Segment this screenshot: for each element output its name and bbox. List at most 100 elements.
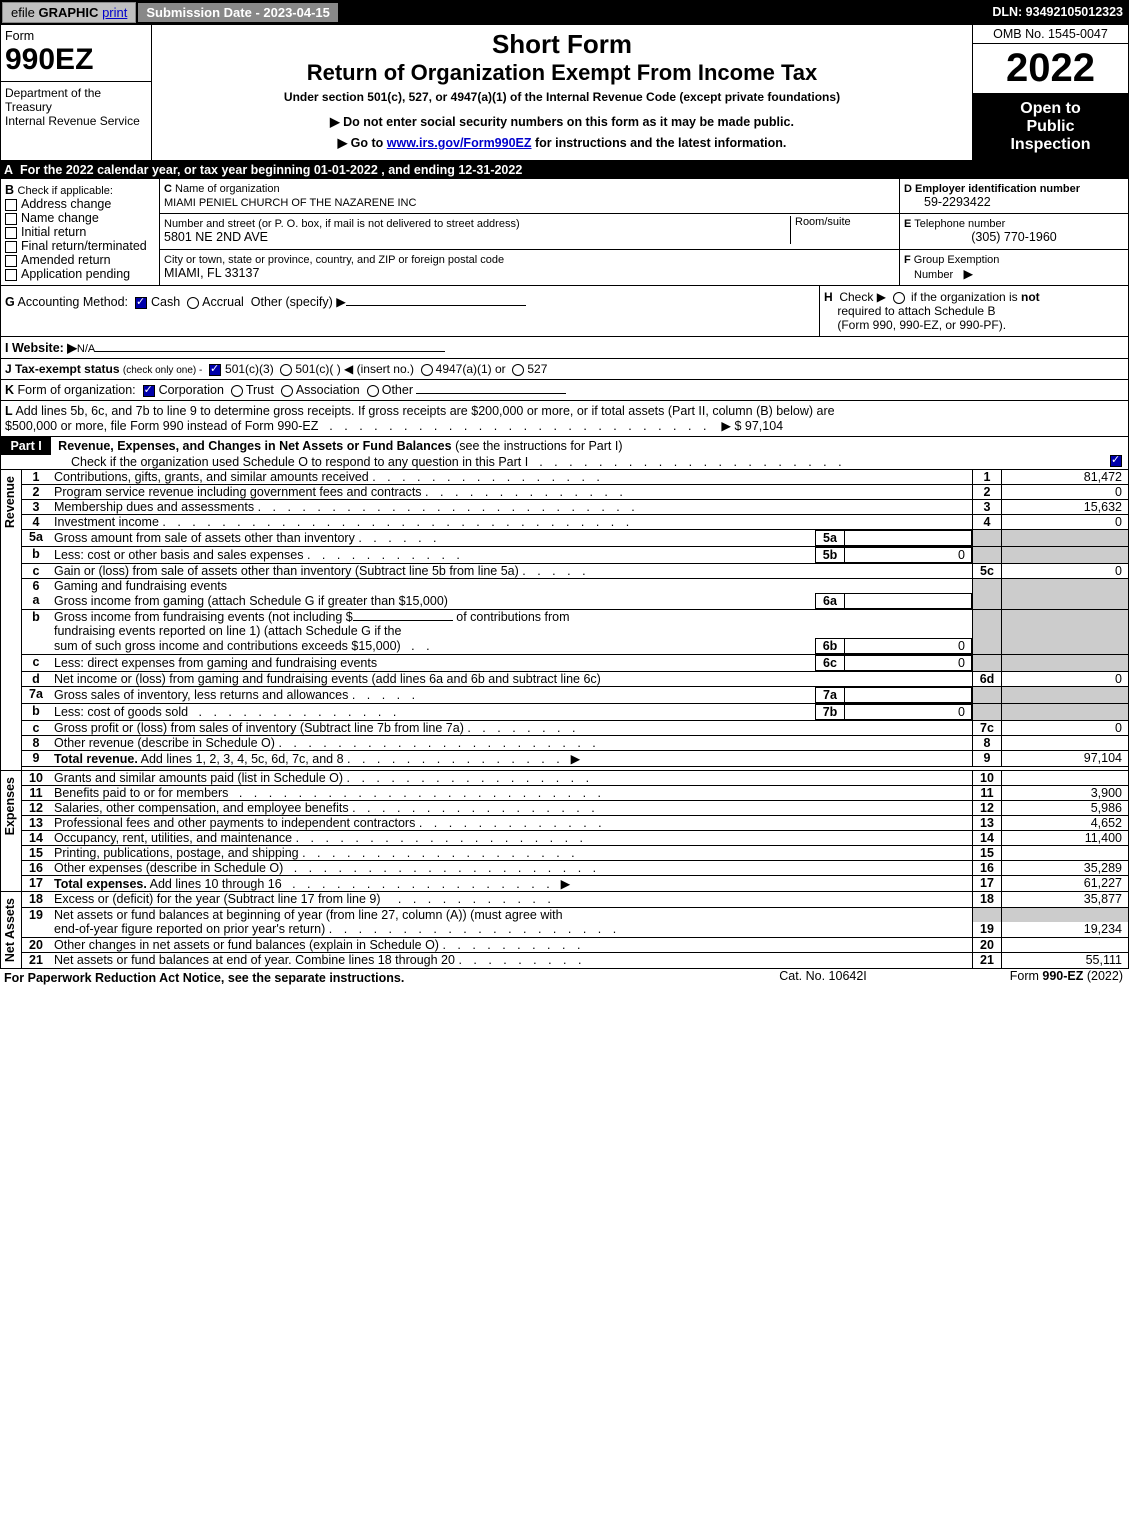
other-check[interactable]: [367, 385, 379, 397]
527: 527: [527, 362, 547, 376]
l13-rn: 13: [973, 816, 1002, 831]
l5c-num: c: [22, 564, 51, 579]
l11-rn: 11: [973, 786, 1002, 801]
cash: Cash: [151, 295, 180, 309]
l7a-num: 7a: [22, 687, 51, 704]
cash-check[interactable]: [135, 297, 147, 309]
l17-num: 17: [22, 876, 51, 892]
4947-check[interactable]: [421, 364, 433, 376]
other-specify: Other (specify) ▶: [251, 295, 346, 309]
l11-num: 11: [22, 786, 51, 801]
l16-num: 16: [22, 861, 51, 876]
section-g-label: Accounting Method:: [18, 295, 129, 309]
inspection: Inspection: [1010, 136, 1090, 153]
l5a-sub: 5a: [816, 531, 845, 546]
corp-check[interactable]: [143, 385, 155, 397]
subtitle: Under section 501(c), 527, or 4947(a)(1)…: [156, 90, 968, 104]
h-text4: (Form 990, 990-EZ, or 990-PF).: [837, 318, 1006, 332]
l5a-num: 5a: [22, 530, 51, 547]
scho-check[interactable]: [1110, 455, 1122, 467]
final-check[interactable]: [5, 241, 17, 253]
l2-rn: 2: [973, 485, 1002, 500]
topbar: efile GRAPHIC print Submission Date - 20…: [0, 0, 1129, 24]
l4-amt: 0: [1002, 515, 1129, 530]
l9-desc2: Add lines 1, 2, 3, 4, 5c, 6d, 7c, and 8: [138, 752, 344, 766]
tax-year: 2022: [973, 44, 1128, 94]
section-b: B Check if applicable: Address change Na…: [1, 179, 160, 286]
l6b-d3: fundraising events reported on line 1) (…: [54, 624, 401, 638]
print-link[interactable]: print: [102, 5, 127, 20]
section-b-label: Check if applicable:: [18, 185, 113, 197]
501c: 501(c)( ) ◀ (insert no.): [295, 362, 414, 376]
l6b-d1: Gross income from fundraising events (no…: [54, 610, 353, 624]
l19-amt: 19,234: [1002, 922, 1129, 937]
l8-amt: [1002, 736, 1129, 751]
l16-rn: 16: [973, 861, 1002, 876]
accrual-check[interactable]: [187, 297, 199, 309]
l6d-amt: 0: [1002, 672, 1129, 687]
name-change-check[interactable]: [5, 213, 17, 225]
l12-num: 12: [22, 801, 51, 816]
527-check[interactable]: [512, 364, 524, 376]
l5b-sa: 0: [845, 548, 972, 563]
association: Association: [296, 383, 360, 397]
footer-cat: Cat. No. 10642I: [723, 969, 923, 987]
l6-num: 6: [22, 579, 51, 594]
l7b-desc: Less: cost of goods sold: [54, 705, 188, 719]
h-not: not: [1021, 290, 1040, 304]
l18-num: 18: [22, 892, 51, 908]
assoc-check[interactable]: [281, 385, 293, 397]
501c3: 501(c)(3): [225, 362, 274, 376]
goto: ▶ Go to www.irs.gov/Form990EZ for instru…: [156, 135, 968, 150]
section-j-label: Tax-exempt status: [15, 362, 119, 376]
l9-amt: 97,104: [1002, 751, 1129, 767]
l21-rn: 21: [973, 953, 1002, 969]
section-k-label: Form of organization:: [18, 383, 136, 397]
l5c-amt: 0: [1002, 564, 1129, 579]
501c-check[interactable]: [280, 364, 292, 376]
title: Return of Organization Exempt From Incom…: [156, 60, 968, 86]
l16-amt: 35,289: [1002, 861, 1129, 876]
section-f-label2: Number: [904, 269, 953, 281]
l17-rn: 17: [973, 876, 1002, 892]
l4-desc: Investment income: [54, 515, 159, 529]
l17-desc2: Add lines 10 through 16: [147, 877, 282, 891]
room-suite: Room/suite: [791, 216, 896, 244]
section-l-amt: ▶ $ 97,104: [721, 419, 783, 433]
section-l: L Add lines 5b, 6c, and 7b to line 9 to …: [0, 401, 1129, 437]
l10-rn: 10: [973, 771, 1002, 786]
other-org: Other: [382, 383, 413, 397]
section-c-label: Name of organization: [175, 183, 280, 195]
l13-desc: Professional fees and other payments to …: [54, 816, 415, 830]
l15-desc: Printing, publications, postage, and shi…: [54, 846, 299, 860]
501c3-check[interactable]: [209, 364, 221, 376]
amended-check[interactable]: [5, 255, 17, 267]
l20-amt: [1002, 937, 1129, 953]
l6d-rn: 6d: [973, 672, 1002, 687]
addr-change-check[interactable]: [5, 199, 17, 211]
goto-link[interactable]: www.irs.gov/Form990EZ: [387, 136, 532, 150]
l6c-num: c: [22, 655, 51, 672]
l15-rn: 15: [973, 846, 1002, 861]
l21-amt: 55,111: [1002, 953, 1129, 969]
city: MIAMI, FL 33137: [164, 266, 259, 280]
l11-amt: 3,900: [1002, 786, 1129, 801]
l19-desc2: end-of-year figure reported on prior yea…: [54, 922, 325, 936]
l10-amt: [1002, 771, 1129, 786]
h-check[interactable]: [893, 292, 905, 304]
efile-label: efile: [11, 5, 35, 20]
submission-date: Submission Date - 2023-04-15: [138, 3, 338, 22]
l7b-sub: 7b: [816, 705, 845, 720]
l19-desc: Net assets or fund balances at beginning…: [50, 907, 973, 922]
l15-num: 15: [22, 846, 51, 861]
l9-num: 9: [22, 751, 51, 767]
part1-tag: Part I: [1, 437, 51, 455]
pending-check[interactable]: [5, 269, 17, 281]
l21-num: 21: [22, 953, 51, 969]
part1-scho: Check if the organization used Schedule …: [1, 455, 528, 469]
efile-btn[interactable]: efile GRAPHIC print: [2, 2, 136, 23]
trust-check[interactable]: [231, 385, 243, 397]
entity-block: B Check if applicable: Address change Na…: [0, 179, 1129, 286]
l6b-d4: sum of such gross income and contributio…: [54, 639, 401, 653]
initial-check[interactable]: [5, 227, 17, 239]
